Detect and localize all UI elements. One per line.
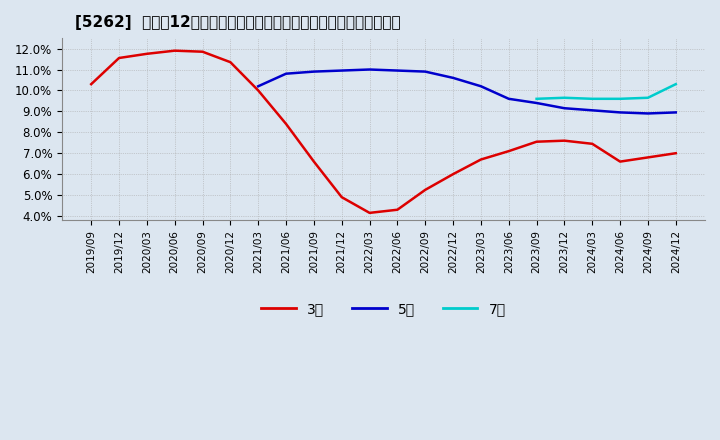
Legend: 3年, 5年, 7年: 3年, 5年, 7年 (256, 296, 511, 322)
Text: [5262]  売上高12か月移動合計の対前年同期増減率の標準偏差の推移: [5262] 売上高12か月移動合計の対前年同期増減率の標準偏差の推移 (75, 15, 400, 30)
